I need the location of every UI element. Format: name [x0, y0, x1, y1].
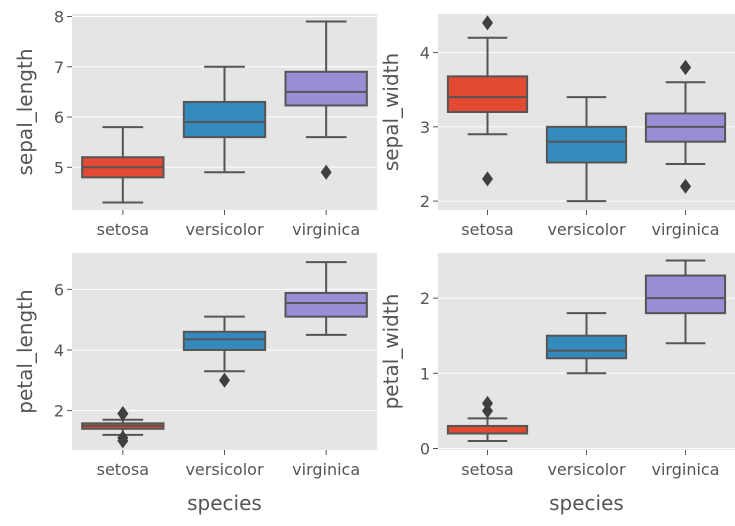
y-axis-label: sepal_length: [13, 49, 37, 176]
y-axis-label: sepal_width: [379, 53, 403, 171]
x-tick-label-virginica: virginica: [652, 460, 720, 479]
y-tick-label: 2: [420, 192, 430, 211]
outlier-point: [680, 59, 691, 75]
outlier-point: [320, 164, 332, 180]
y-tick-label: 3: [420, 118, 430, 137]
box-virginica: [284, 261, 368, 336]
box-versicolor: [182, 65, 267, 174]
x-tick-label-setosa: setosa: [461, 460, 513, 479]
box-virginica: [644, 59, 727, 194]
y-tick-label: 6: [54, 280, 64, 299]
x-tick-label-versicolor: versicolor: [185, 220, 263, 239]
y-tick-label: 2: [54, 402, 64, 421]
x-tick-label-setosa: setosa: [97, 460, 149, 479]
box-body: [446, 424, 529, 435]
box-versicolor: [545, 312, 628, 375]
y-tick-label: 4: [54, 341, 64, 360]
box-body: [446, 75, 529, 114]
box-body: [545, 334, 628, 360]
outlier-point: [117, 406, 129, 422]
x-tick-label-setosa: setosa: [461, 220, 513, 239]
box-body: [182, 100, 267, 139]
box-body: [644, 274, 727, 315]
y-tick-label: 0: [420, 439, 430, 458]
x-tick-label-virginica: virginica: [292, 220, 360, 239]
y-tick-label: 4: [420, 44, 430, 63]
y-tick-label: 7: [54, 58, 64, 77]
box-virginica: [284, 20, 368, 180]
box-setosa: [446, 15, 529, 187]
x-tick-label-setosa: setosa: [97, 220, 149, 239]
outlier-point: [482, 395, 493, 411]
box-body: [545, 125, 628, 164]
box-versicolor: [182, 315, 267, 388]
outlier-point: [117, 430, 129, 446]
y-tick-label: 8: [54, 8, 64, 27]
y-tick-label: 5: [54, 158, 64, 177]
y-tick-label: 1: [420, 364, 430, 383]
box-versicolor: [545, 96, 628, 203]
x-axis-label: species: [549, 491, 624, 515]
box-body: [284, 70, 368, 107]
outlier-point: [482, 171, 493, 187]
x-tick-label-virginica: virginica: [292, 460, 360, 479]
outlier-point: [482, 403, 493, 419]
x-tick-label-versicolor: versicolor: [185, 460, 263, 479]
box-body: [182, 330, 267, 351]
x-axis-label: species: [187, 491, 262, 515]
box-setosa: [446, 395, 529, 442]
box-setosa: [81, 406, 165, 449]
y-tick-label: 6: [54, 108, 64, 127]
outlier-point: [219, 372, 230, 388]
x-tick-label-versicolor: versicolor: [547, 460, 625, 479]
outlier-point: [680, 178, 691, 194]
box-virginica: [644, 259, 727, 345]
box-setosa: [81, 126, 165, 204]
y-axis-label: petal_length: [13, 289, 37, 413]
box-body: [284, 292, 368, 318]
x-tick-label-virginica: virginica: [652, 220, 720, 239]
y-tick-label: 2: [420, 289, 430, 308]
y-axis-label: petal_width: [379, 294, 403, 410]
outlier-point: [482, 15, 493, 31]
x-tick-label-versicolor: versicolor: [547, 220, 625, 239]
